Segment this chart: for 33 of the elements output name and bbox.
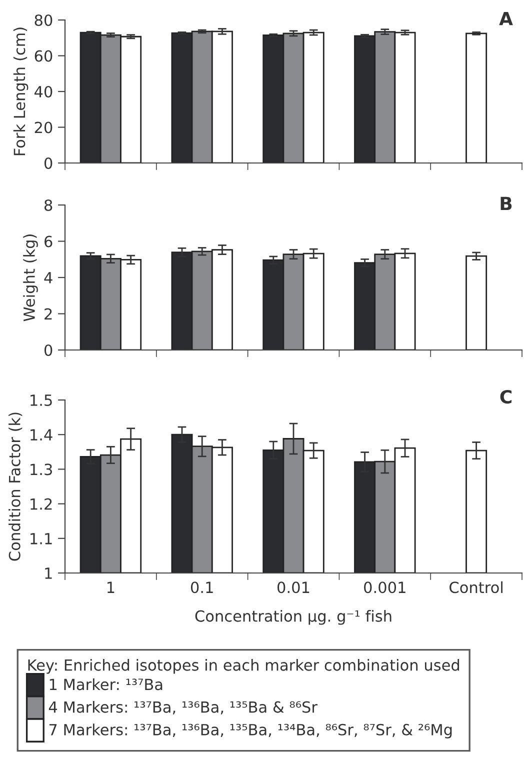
y-tick-label: 80 [34, 14, 52, 26]
y-tick-label: 40 [34, 86, 52, 98]
y-tick-label: 4 [44, 272, 52, 284]
y-axis-title: Fork Length (cm) [13, 28, 28, 156]
chart-title: C [500, 390, 512, 404]
y-axis-title: Condition Factor (k) [8, 412, 22, 561]
y-tick-label: 1.4 [30, 429, 52, 440]
x-tick-label: Control [450, 581, 502, 594]
y-tick-label: 60 [34, 50, 52, 62]
y-tick-label: 0 [44, 344, 52, 356]
legend-label: 1 Marker: ¹³⁷Ba [50, 678, 162, 690]
x-tick-label: 1 [108, 582, 114, 593]
legend-label: 7 Markers: ¹³⁷Ba, ¹³⁶Ba, ¹³⁵Ba, ¹³⁴Ba, ⁸⁶Sr, ⁸⁷Sr, & ²⁶Mg [49, 724, 452, 738]
x-axis-title: Concentration µg. g⁻¹ fish [195, 610, 392, 625]
y-tick-label: 1.2 [30, 498, 52, 510]
y-tick-label: 1.3 [30, 464, 52, 476]
chart-title: B [500, 196, 512, 210]
y-tick-label: 2 [44, 308, 52, 320]
y-tick-label: 6 [44, 236, 52, 248]
y-axis-title: Weight (kg) [23, 234, 38, 322]
chart-title: A [499, 12, 513, 26]
y-tick-label: 20 [34, 122, 52, 134]
x-tick-label: 0.01 [278, 582, 310, 594]
bar [466, 255, 488, 350]
legend-title: Key: Enriched isotopes in each marker combination used [28, 659, 460, 674]
x-tick-label: 0.001 [364, 582, 406, 594]
legend-label: 4 Markers: ¹³⁷Ba, ¹³⁶Ba, ¹³⁵Ba & ⁸⁶Sr [48, 700, 318, 714]
y-tick-label: 0 [44, 157, 52, 170]
x-tick-label: 0.1 [190, 582, 213, 594]
y-tick-label: 1 [45, 568, 52, 579]
y-tick-label: 1.5 [30, 394, 52, 406]
y-tick-label: 1.1 [30, 533, 52, 544]
y-tick-label: 8 [44, 199, 52, 212]
